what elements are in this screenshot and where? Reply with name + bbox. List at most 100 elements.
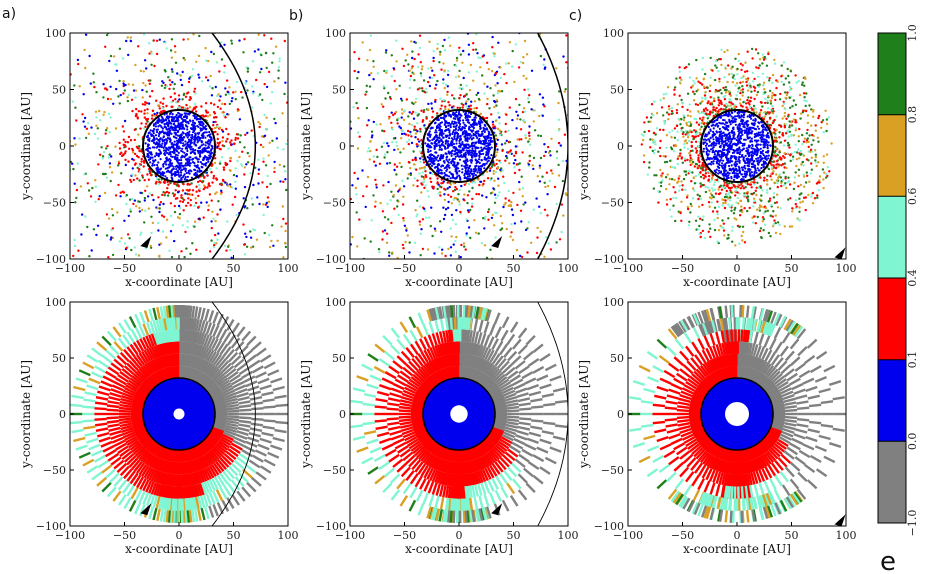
particle [387, 218, 390, 221]
inner-particle [180, 117, 183, 120]
particle [180, 83, 184, 87]
particle [422, 158, 425, 161]
particle [557, 129, 561, 132]
particle [226, 184, 230, 187]
particle [198, 34, 201, 38]
particle [80, 28, 82, 30]
inner-particle [201, 166, 204, 169]
particle [490, 22, 492, 24]
inner-particle [458, 142, 461, 145]
particle [784, 107, 787, 111]
particle [170, 56, 174, 59]
inner-particle [455, 124, 458, 127]
inner-particle [458, 170, 461, 173]
particle [111, 227, 115, 230]
particle [499, 76, 502, 80]
particle [259, 143, 263, 147]
particle [94, 21, 96, 23]
inner-particle [428, 144, 431, 147]
particle [94, 185, 98, 188]
particle [273, 26, 275, 28]
inner-particle [433, 166, 437, 169]
inner-particle [149, 156, 152, 159]
particle [149, 171, 152, 175]
inner-particle [461, 168, 464, 171]
particle [43, 61, 45, 63]
particle [483, 244, 487, 247]
particle [420, 175, 423, 178]
particle [294, 172, 296, 174]
particle [194, 110, 198, 113]
inner-particle [430, 160, 433, 163]
particle [442, 206, 445, 209]
particle [561, 159, 565, 163]
particle [586, 219, 588, 221]
particle [117, 162, 121, 165]
particle [66, 144, 68, 146]
particle [418, 140, 421, 143]
particle [141, 174, 144, 177]
inner-particle [455, 131, 459, 134]
particle [537, 269, 539, 271]
particle [465, 10, 467, 12]
particle [452, 243, 455, 246]
particle [260, 53, 263, 57]
particle [158, 203, 161, 206]
particle [185, 103, 188, 107]
particle [134, 162, 137, 165]
particle [98, 195, 101, 198]
particle [573, 105, 575, 107]
particle [269, 182, 272, 186]
particle [400, 289, 402, 291]
particle [318, 114, 320, 116]
particle [133, 199, 137, 202]
inner-particle [475, 160, 478, 163]
particle [83, 173, 86, 176]
particle [216, 125, 219, 128]
particle [204, 76, 208, 79]
particle [195, 60, 198, 63]
particle [529, 284, 531, 286]
inner-particle [468, 177, 471, 180]
particle [274, 45, 278, 48]
particle [543, 154, 546, 158]
inner-particle [177, 173, 180, 176]
particle [232, 91, 235, 94]
particle [343, 175, 345, 177]
particle [422, 161, 426, 164]
particle [593, 145, 595, 147]
particle [535, 197, 538, 200]
particle [160, 214, 164, 217]
particle [148, 82, 151, 86]
particle [272, 244, 275, 247]
particle [750, 47, 754, 51]
inner-particle [444, 152, 447, 155]
particle [458, 188, 461, 192]
particle [263, 82, 266, 86]
particle [713, 108, 717, 112]
particle [243, 185, 247, 189]
particle [283, 39, 286, 43]
particle [181, 189, 185, 192]
particle [219, 160, 222, 163]
particle [495, 162, 498, 166]
particle [521, 187, 525, 190]
particle [104, 132, 107, 135]
particle [138, 210, 141, 213]
particle [206, 174, 209, 177]
particle [399, 151, 402, 154]
particle [143, 221, 146, 224]
inner-particle [456, 175, 459, 178]
particle [397, 9, 399, 11]
particle [173, 45, 177, 48]
particle [134, 253, 138, 256]
inner-particle [151, 146, 154, 149]
particle [543, 105, 546, 108]
particle [769, 102, 773, 105]
particle [364, 205, 367, 209]
inner-particle [151, 164, 154, 167]
inner-particle [450, 154, 453, 157]
inner-particle [190, 141, 193, 144]
particle [538, 180, 542, 183]
particle [558, 24, 560, 26]
